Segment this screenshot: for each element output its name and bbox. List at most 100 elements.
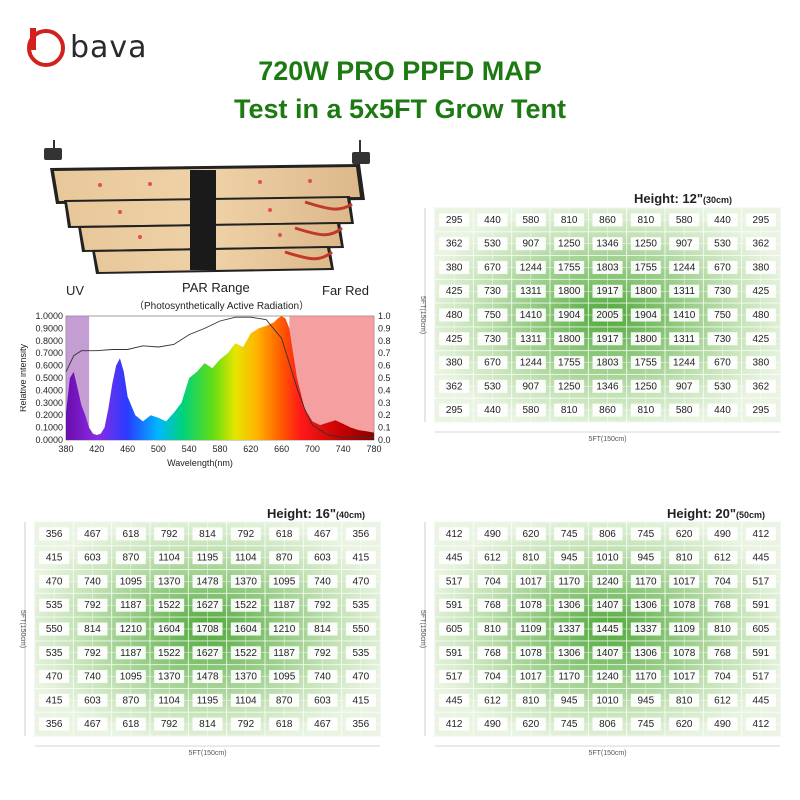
cell-background xyxy=(554,693,585,707)
ppfd-cell-value: 907 xyxy=(676,381,693,392)
cell-background xyxy=(554,403,585,417)
y-tick-right: 0.6 xyxy=(378,361,391,371)
ppfd-cell-value: 730 xyxy=(714,286,731,297)
ppfd-cell-value: 1187 xyxy=(273,648,295,659)
cell-background xyxy=(230,646,261,660)
ppfd-cell-value: 470 xyxy=(46,576,63,587)
ppfd-cell-value: 1904 xyxy=(635,310,658,321)
ppfd-cell-value: 1104 xyxy=(235,695,257,706)
width-dimension-label: 5FT(150cm) xyxy=(588,750,626,757)
ppfd-cell-value: 1306 xyxy=(635,600,658,611)
cell-background xyxy=(669,332,700,346)
cell-background xyxy=(230,527,261,541)
cell-background xyxy=(154,646,185,660)
cell-background xyxy=(554,551,585,565)
cell-background xyxy=(269,622,300,636)
ppfd-cell-value: 1370 xyxy=(158,576,181,587)
ppfd-cell-value: 620 xyxy=(676,719,693,730)
y-tick-right: 0.2 xyxy=(378,410,391,420)
ppfd-cell-value: 412 xyxy=(752,719,769,730)
ppfd-cell-value: 467 xyxy=(84,529,101,540)
cell-background xyxy=(592,670,623,684)
cell-background xyxy=(439,356,470,370)
ppfd-cell-value: 618 xyxy=(122,529,139,540)
par-range-label: PAR Range xyxy=(182,280,250,295)
cell-background xyxy=(592,237,623,251)
cell-background xyxy=(230,551,261,565)
ppfd-cell-value: 1010 xyxy=(596,553,619,564)
ppfd-cell-value: 704 xyxy=(714,576,731,587)
ppfd-cell-value: 362 xyxy=(446,381,463,392)
cell-background xyxy=(745,213,776,227)
ppfd-cell-value: 440 xyxy=(484,215,501,226)
ppfd-cell-value: 1346 xyxy=(596,239,619,250)
cell-background xyxy=(230,622,261,636)
cell-background xyxy=(439,622,470,636)
x-tick: 420 xyxy=(89,444,104,454)
cell-background xyxy=(307,574,338,588)
ppfd-cell-value: 1095 xyxy=(120,672,143,683)
ppfd-cell-value: 750 xyxy=(714,310,731,321)
ppfd-cell-value: 740 xyxy=(84,672,101,683)
cell-background xyxy=(439,284,470,298)
ppfd-cell-value: 550 xyxy=(352,624,369,635)
cell-background xyxy=(554,332,585,346)
cell-background xyxy=(554,670,585,684)
ppfd-cell-value: 860 xyxy=(599,215,616,226)
ppfd-cell-value: 591 xyxy=(446,648,463,659)
ppfd-cell-value: 1800 xyxy=(635,334,658,345)
ppfd-cell-value: 1800 xyxy=(635,286,658,297)
ppfd-cell-value: 870 xyxy=(122,553,139,564)
ppfd-cell-value: 745 xyxy=(561,719,578,730)
ppfd-cell-value: 1370 xyxy=(235,672,258,683)
ppfd-cell-value: 1478 xyxy=(196,576,219,587)
cell-background xyxy=(192,670,223,684)
ppfd-cell-value: 1522 xyxy=(158,648,181,659)
cell-background xyxy=(592,622,623,636)
cell-background xyxy=(669,670,700,684)
ppfd-cell-value: 517 xyxy=(752,576,769,587)
cell-background xyxy=(669,284,700,298)
cell-background xyxy=(77,574,108,588)
cell-background xyxy=(154,693,185,707)
ppfd-cell-value: 480 xyxy=(752,310,769,321)
ppfd-cell-value: 792 xyxy=(314,648,331,659)
ppfd-cell-value: 530 xyxy=(484,381,501,392)
map-16in-title: Height: 16"(40cm) xyxy=(267,506,365,521)
ppfd-cell-value: 1917 xyxy=(596,286,619,297)
ppfd-cell-value: 591 xyxy=(446,600,463,611)
ppfd-cell-value: 792 xyxy=(314,600,331,611)
cell-background xyxy=(745,356,776,370)
cell-background xyxy=(345,574,376,588)
ppfd-cell-value: 380 xyxy=(752,262,769,273)
ppfd-cell-value: 792 xyxy=(161,719,178,730)
cell-background xyxy=(554,527,585,541)
ppfd-cell-value: 1170 xyxy=(635,576,657,587)
ppfd-cell-value: 591 xyxy=(752,648,769,659)
ppfd-cell-value: 618 xyxy=(122,719,139,730)
ppfd-cell-value: 1078 xyxy=(673,648,696,659)
cell-background xyxy=(745,551,776,565)
ppfd-cell-value: 704 xyxy=(484,576,501,587)
ppfd-cell-value: 1187 xyxy=(120,600,142,611)
cell-background xyxy=(707,237,738,251)
cell-background xyxy=(669,308,700,322)
ppfd-cell-value: 603 xyxy=(314,553,331,564)
cell-background xyxy=(669,598,700,612)
ppfd-cell-value: 1337 xyxy=(558,624,581,635)
ppfd-cell-value: 535 xyxy=(46,600,63,611)
map-12in-title-unit: (30cm) xyxy=(703,195,733,205)
cell-background xyxy=(554,379,585,393)
ppfd-cell-value: 445 xyxy=(446,695,463,706)
cell-background xyxy=(515,527,546,541)
cell-background xyxy=(477,379,508,393)
cell-background xyxy=(745,260,776,274)
cell-background xyxy=(439,527,470,541)
ppfd-cell-value: 356 xyxy=(352,719,369,730)
cell-background xyxy=(554,308,585,322)
cell-background xyxy=(707,574,738,588)
cell-background xyxy=(745,574,776,588)
cell-background xyxy=(592,551,623,565)
cell-background xyxy=(707,332,738,346)
ppfd-cell-value: 445 xyxy=(752,553,769,564)
